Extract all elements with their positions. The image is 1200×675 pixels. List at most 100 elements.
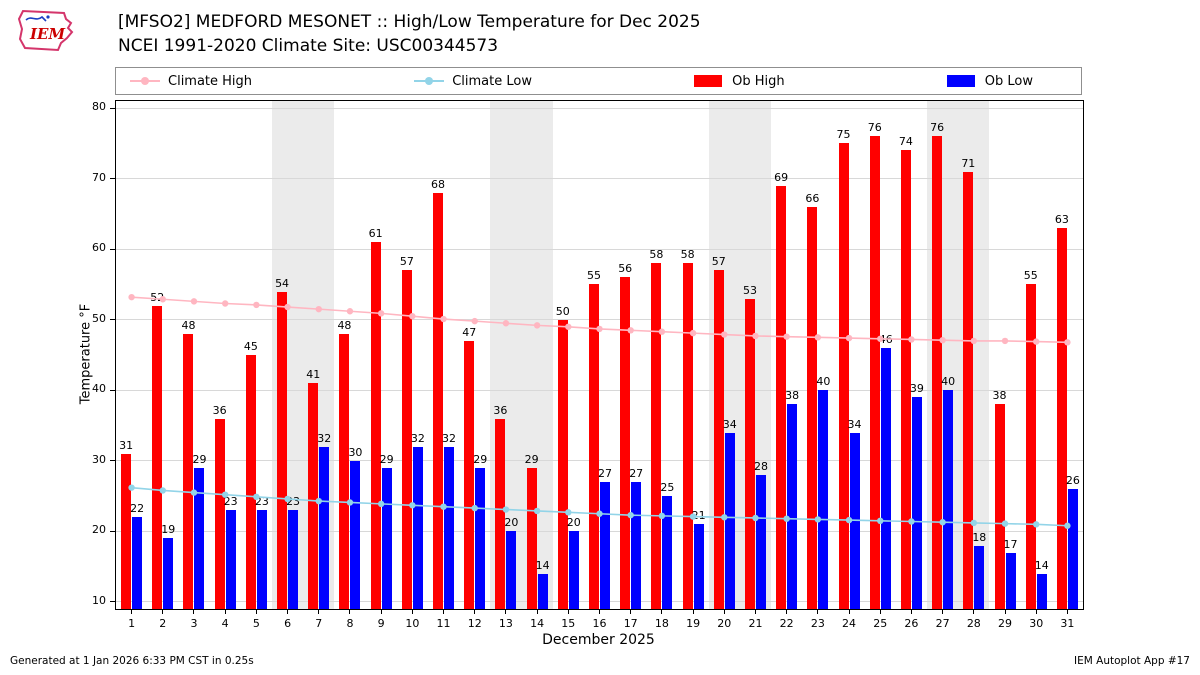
x-tick-label: 6 — [284, 617, 292, 630]
ob-low-value-label: 17 — [1003, 537, 1018, 551]
ob-high-value-label: 61 — [368, 227, 383, 241]
ob-high-value-label: 58 — [680, 248, 695, 262]
climate-high-marker — [190, 298, 198, 305]
climate-high-marker — [1001, 337, 1009, 345]
ob-high-bar — [682, 263, 693, 609]
y-tick-mark — [110, 460, 116, 462]
ob-high-bar — [121, 453, 132, 609]
x-tick-label: 25 — [873, 617, 888, 630]
x-tick-mark — [942, 609, 944, 614]
x-tick-mark — [661, 609, 663, 614]
x-tick-label: 26 — [904, 617, 919, 630]
ob-high-bar — [838, 143, 849, 609]
ob-high-value-label: 38 — [992, 389, 1007, 403]
x-tick-mark — [1035, 609, 1037, 614]
gridline — [116, 530, 1083, 532]
ob-low-bar — [288, 510, 299, 609]
ob-low-value-label: 29 — [473, 452, 488, 466]
ob-high-bar — [900, 150, 911, 609]
y-tick-label: 20 — [92, 523, 106, 537]
x-tick-label: 19 — [686, 617, 701, 630]
ob-low-bar — [350, 460, 361, 609]
ob-low-bar — [1036, 573, 1047, 609]
ob-low-value-label: 29 — [379, 452, 394, 466]
ob-low-bar — [818, 390, 829, 609]
ob-high-swatch-icon — [694, 74, 724, 88]
ob-low-bar — [319, 446, 330, 609]
chart-subtitle: NCEI 1991-2020 Climate Site: USC00344573 — [118, 36, 499, 56]
legend-item-ob-low: Ob Low — [946, 74, 1033, 89]
ob-low-bar — [943, 390, 954, 609]
ob-high-value-label: 58 — [649, 248, 664, 262]
gridline — [116, 389, 1083, 391]
x-tick-mark — [848, 609, 850, 614]
legend-item-climate-low: Climate Low — [414, 74, 532, 89]
ob-high-value-label: 36 — [493, 403, 508, 417]
ob-low-bar — [1067, 489, 1078, 609]
ob-high-bar — [339, 333, 350, 609]
x-tick-label: 13 — [498, 617, 513, 630]
ob-low-value-label: 40 — [816, 375, 831, 389]
ob-low-bar — [880, 347, 891, 609]
ob-low-value-label: 26 — [1065, 474, 1080, 488]
ob-high-bar — [214, 418, 225, 609]
ob-high-value-label: 48 — [181, 318, 196, 332]
y-tick-mark — [110, 248, 116, 250]
ob-high-value-label: 55 — [587, 269, 601, 283]
legend-item-ob-high: Ob High — [694, 74, 785, 89]
ob-high-bar — [713, 270, 724, 609]
ob-high-bar — [308, 383, 319, 609]
gridline — [116, 248, 1083, 250]
y-tick-mark — [110, 389, 116, 391]
ob-high-value-label: 57 — [399, 255, 414, 269]
ob-low-value-label: 25 — [660, 481, 675, 495]
x-tick-label: 24 — [842, 617, 857, 630]
ob-low-value-label: 34 — [847, 417, 862, 431]
x-tick-label: 28 — [966, 617, 981, 630]
ob-low-value-label: 14 — [535, 558, 550, 572]
ob-low-value-label: 32 — [410, 431, 425, 445]
ob-high-bar — [1025, 284, 1036, 609]
gridline — [116, 107, 1083, 109]
ob-low-swatch-icon — [946, 74, 977, 88]
y-tick-mark — [110, 530, 116, 532]
ob-high-value-label: 57 — [711, 255, 726, 269]
ob-high-bar — [963, 171, 974, 609]
station-dot-icon — [46, 15, 50, 19]
ob-low-bar — [381, 467, 392, 609]
ob-high-value-label: 31 — [119, 438, 134, 452]
x-tick-label: 29 — [998, 617, 1013, 630]
ob-low-bar — [163, 538, 174, 609]
x-tick-mark — [131, 609, 133, 614]
x-tick-label: 17 — [623, 617, 638, 630]
ob-low-bar — [444, 446, 455, 609]
x-tick-mark — [973, 609, 975, 614]
ob-high-value-label: 71 — [961, 156, 976, 170]
x-tick-mark — [1066, 609, 1068, 614]
ob-high-bar — [464, 340, 475, 609]
x-tick-label: 20 — [717, 617, 732, 630]
x-tick-mark — [474, 609, 476, 614]
x-tick-label: 15 — [561, 617, 576, 630]
ob-low-bar — [475, 467, 486, 609]
ob-high-value-label: 55 — [1023, 269, 1038, 283]
x-tick-label: 4 — [221, 617, 229, 630]
ob-high-bar — [495, 418, 506, 609]
ob-high-bar — [1056, 228, 1067, 609]
y-tick-mark — [110, 601, 116, 603]
x-tick-mark — [817, 609, 819, 614]
ob-low-value-label: 34 — [722, 417, 737, 431]
ob-high-value-label: 54 — [275, 276, 290, 290]
ob-low-value-label: 14 — [1034, 558, 1049, 572]
y-tick-label: 10 — [92, 593, 106, 607]
ob-low-bar — [600, 482, 610, 609]
ob-low-value-label: 20 — [566, 516, 581, 530]
ob-high-value-label: 53 — [742, 283, 757, 297]
gridline — [116, 601, 1083, 603]
y-tick-label: 40 — [92, 382, 106, 396]
ob-high-bar — [277, 291, 288, 609]
weather-squiggle-icon — [25, 15, 47, 22]
x-tick-mark — [536, 609, 538, 614]
ob-high-value-label: 63 — [1054, 213, 1069, 226]
